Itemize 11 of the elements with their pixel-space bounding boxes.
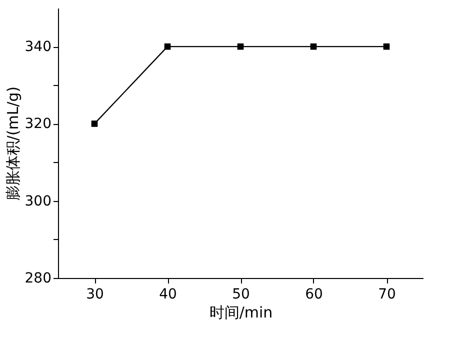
- x-axis-title: 时间/min: [209, 304, 273, 322]
- y-axis-title: 膨胀体积/(mL/g): [4, 86, 22, 201]
- x-tick-label: 50: [232, 286, 250, 302]
- x-tick-label: 30: [86, 286, 104, 302]
- y-tick-label: 300: [24, 193, 52, 210]
- y-tick-label: 320: [24, 116, 52, 132]
- x-tick-label: 40: [159, 286, 177, 302]
- y-tick-label: 280: [24, 270, 52, 286]
- y-tick-label: 340: [24, 39, 52, 56]
- x-tick-label: 60: [305, 286, 323, 302]
- x-tick-label: 70: [378, 286, 396, 302]
